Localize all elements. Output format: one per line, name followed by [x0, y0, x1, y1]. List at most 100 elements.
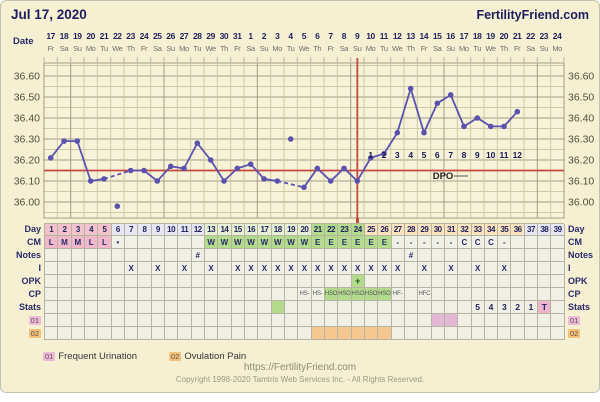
- cell-stats-day14: [218, 301, 232, 314]
- cell-stats-day4: [84, 301, 99, 314]
- cell-cm-day28: -: [404, 236, 419, 249]
- cell-notes-day7: [124, 249, 139, 262]
- cell-stats-day19: [284, 301, 299, 314]
- cell-opk-day4: [84, 275, 99, 288]
- cell-notes-day23: [338, 249, 352, 262]
- cell-s02-day35: [498, 327, 512, 340]
- cell-s02-day14: [218, 327, 232, 340]
- footer-url-link[interactable]: https://FertilityFriend.com: [243, 362, 357, 373]
- weekday-cell: Tu: [473, 44, 481, 53]
- cell-cp-day37: [524, 288, 539, 301]
- date-number-cell: 18: [472, 31, 482, 41]
- cell-stats-day27: [391, 301, 405, 314]
- cell-day-day8: 8: [138, 224, 152, 236]
- cell-s02-day20: [298, 327, 312, 340]
- weekday-cell: Mo: [85, 44, 96, 53]
- cell-day-day21: 21: [311, 224, 325, 236]
- temperature-point: [341, 165, 347, 172]
- weekday-cell: Sa: [246, 44, 255, 53]
- cell-notes-day36: [511, 249, 525, 262]
- data-grid: Day 1 2 3 4 5 6 7 8 9 10 11 12 13 14 15 16 17 18 19 20 21 22 23…: [1, 223, 600, 340]
- cell-cp-day38: [538, 288, 552, 301]
- dpo-label: DPO: [433, 171, 454, 182]
- cell-intercourse-day31: X: [444, 262, 459, 275]
- cell-intercourse-day35: X: [498, 262, 512, 275]
- date-number-cell: 28: [192, 31, 202, 41]
- cell-cm-day36: [511, 236, 525, 249]
- row-label-day-right: Day: [568, 224, 585, 234]
- cell-notes-day5: [98, 249, 112, 262]
- cell-opk-day34: [484, 275, 499, 288]
- cell-s02-day17: [258, 327, 272, 340]
- cell-stats-day2: [58, 301, 72, 314]
- date-number-cell: 23: [539, 31, 549, 41]
- cell-s02-day19: [284, 327, 299, 340]
- cell-notes-day37: [524, 249, 539, 262]
- cell-stats-day30: [431, 301, 445, 314]
- cell-opk-day36: [511, 275, 525, 288]
- temperature-point: [247, 161, 254, 167]
- cell-stats-day36: 2: [511, 301, 525, 314]
- cell-s02-day28: [404, 327, 419, 340]
- cell-cp-day4: [84, 288, 99, 301]
- weekday-cell: We: [392, 44, 403, 53]
- cell-notes-day19: [284, 249, 299, 262]
- date-number-cell: 4: [288, 31, 293, 41]
- y-axis-tick-label: 36.40: [14, 113, 40, 125]
- cell-cp-day34: [484, 288, 499, 301]
- cell-s01-day38: [538, 314, 552, 327]
- cell-stats-day11: [178, 301, 192, 314]
- cell-intercourse-day39: [551, 262, 565, 275]
- weekday-cell: Th: [313, 44, 322, 53]
- cell-cm-day37: [524, 236, 539, 249]
- dpo-number: 7: [448, 150, 453, 160]
- cell-s01-day27: [391, 314, 405, 327]
- cell-day-day13: 13: [204, 224, 219, 236]
- temperature-point: [154, 178, 161, 184]
- cell-s02-day6: [111, 327, 125, 340]
- cell-cp-day1: [45, 288, 59, 301]
- cell-s02-day15: [231, 327, 245, 340]
- cell-opk-day12: [191, 275, 205, 288]
- date-numbers-row: 17 18 19 20 21 22 23 24 25 26 27 28 29 30 31 1 2 3 4 5 6 7 8 9 1…: [44, 30, 564, 43]
- cell-intercourse-day7: X: [124, 262, 139, 275]
- cell-cm-day23: E: [338, 236, 352, 249]
- temperature-point: [381, 150, 387, 157]
- cell-stats-day37: 1: [524, 301, 539, 314]
- grid-cells-notes: # #: [44, 249, 565, 262]
- weekday-cell: Su: [446, 44, 455, 53]
- cell-intercourse-day16: X: [244, 262, 259, 275]
- dpo-number: 1: [368, 150, 373, 160]
- grid-row-stats: Stats 5 4 3 2 1 T Stats: [1, 301, 600, 314]
- cell-s02-day30: [431, 327, 445, 340]
- cell-s02-day24: [351, 327, 365, 340]
- cell-day-day17: 17: [258, 224, 272, 236]
- date-number-cell: 24: [139, 31, 149, 41]
- cell-s01-day24: [351, 314, 365, 327]
- brand-link[interactable]: FertilityFriend.com: [476, 8, 589, 22]
- cell-opk-day1: [45, 275, 59, 288]
- cell-cp-day26: HSO: [378, 288, 392, 301]
- temperature-point: [367, 155, 374, 161]
- temperature-point: [127, 167, 134, 174]
- cell-s02-day12: [191, 327, 205, 340]
- cell-cm-day34: C: [484, 236, 499, 249]
- row-badge-s02: 02: [28, 329, 41, 338]
- date-number-cell: 29: [206, 31, 215, 41]
- cell-opk-day10: [164, 275, 179, 288]
- cell-s01-day18: [271, 314, 285, 327]
- cell-notes-day32: [458, 249, 472, 262]
- cell-notes-day35: [498, 249, 512, 262]
- symptom-legend: 01 Frequent Urination 02 Ovulation Pain: [43, 346, 246, 364]
- cell-notes-day24: [351, 249, 365, 262]
- date-number-cell: 25: [152, 31, 162, 41]
- cell-notes-day12: #: [191, 249, 205, 262]
- grid-row-opk: OPK + OPK: [1, 275, 600, 288]
- cell-stats-day1: [45, 301, 59, 314]
- temperature-point: [141, 167, 147, 174]
- cell-cp-day15: [231, 288, 245, 301]
- cell-intercourse-day21: X: [311, 262, 325, 275]
- cell-day-day24: 24: [351, 224, 365, 236]
- cell-intercourse-day15: X: [231, 262, 245, 275]
